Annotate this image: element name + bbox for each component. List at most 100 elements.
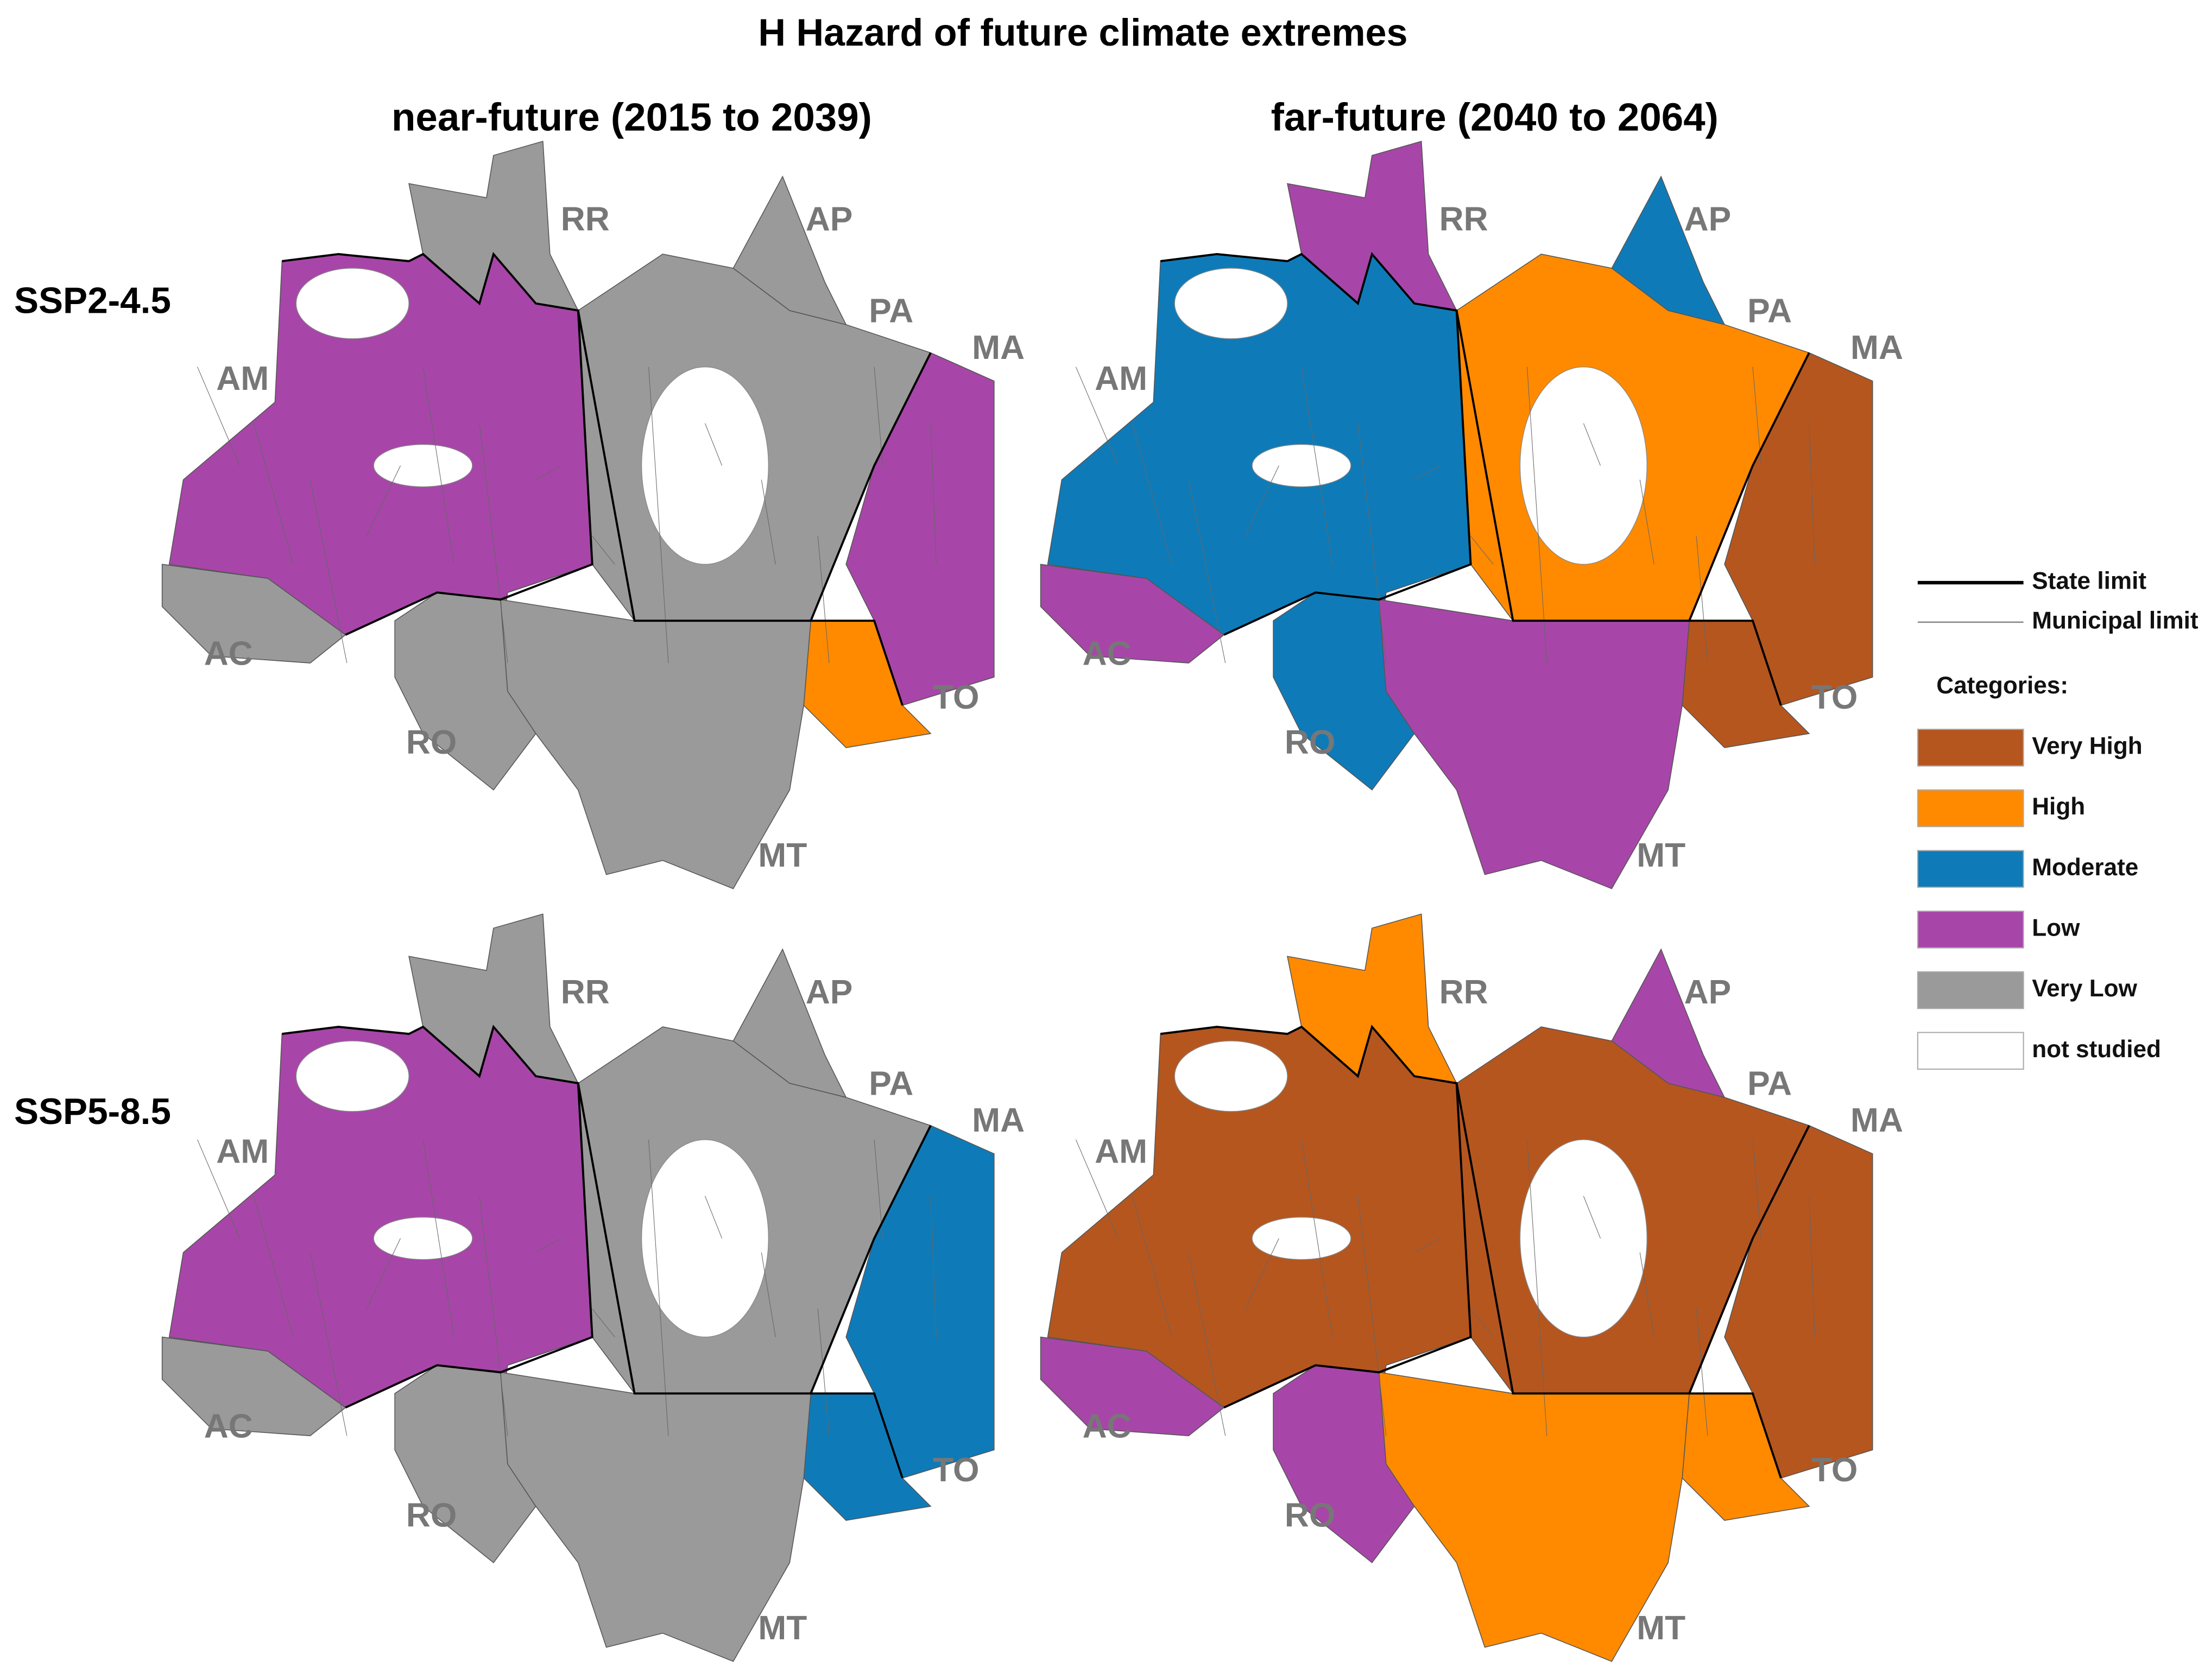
state-region — [1611, 948, 1726, 1098]
state-label: RR — [1439, 974, 1488, 1011]
municipal-limit — [1188, 1252, 1226, 1436]
state-label: MT — [1637, 837, 1685, 874]
not-studied-area — [1519, 367, 1647, 565]
row-title: SSP2-4.5 — [14, 281, 171, 321]
municipal-limit — [1301, 1139, 1333, 1337]
state-label: AP — [1684, 974, 1732, 1011]
municipal-limit — [1470, 536, 1494, 565]
state-label: RR — [561, 974, 610, 1011]
municipal-limit — [761, 479, 776, 565]
municipal-limit — [592, 1309, 615, 1337]
municipal-limit — [1809, 1196, 1815, 1337]
legend-label: Municipal limit — [2032, 607, 2199, 634]
municipal-limit — [309, 479, 348, 664]
state-limit — [282, 251, 593, 636]
legend-label: High — [2032, 793, 2085, 820]
legend-label: Very High — [2032, 733, 2143, 760]
municipal-limit — [1583, 423, 1601, 466]
state-label: TO — [1811, 679, 1858, 716]
municipal-limit — [253, 1196, 294, 1337]
municipal-limit — [1245, 1238, 1279, 1309]
state-region — [161, 1336, 346, 1437]
municipal-limit — [1132, 1196, 1172, 1337]
municipal-limit — [648, 367, 669, 664]
municipal-limit — [648, 1139, 669, 1436]
state-region — [1611, 175, 1726, 325]
municipal-limit — [1809, 423, 1815, 565]
state-label: AM — [1095, 1133, 1147, 1170]
municipal-limit — [1696, 1309, 1708, 1436]
state-label: RO — [406, 1496, 457, 1534]
state-label: AC — [1083, 1408, 1132, 1445]
state-label: TO — [933, 1451, 979, 1489]
municipal-limit — [366, 1238, 401, 1309]
state-label: MT — [758, 837, 807, 874]
map-panel: AM AC RR RO PA AP MA TO MT — [161, 141, 1025, 889]
state-label: AC — [204, 1408, 253, 1445]
legend-label: not studied — [2032, 1036, 2161, 1063]
state-limit — [1160, 1025, 1472, 1409]
municipal-limit — [592, 536, 615, 565]
municipal-limit — [535, 1238, 561, 1253]
municipal-limit — [1245, 465, 1279, 536]
municipal-limit — [479, 1196, 508, 1436]
state-limit — [811, 1392, 904, 1479]
municipal-limit — [1526, 1139, 1547, 1436]
state-label: RO — [406, 724, 457, 761]
municipal-limit — [761, 1252, 776, 1337]
municipal-limit — [817, 536, 830, 664]
municipal-limit — [1414, 465, 1440, 480]
not-studied-area — [641, 367, 769, 565]
state-label: RO — [1285, 724, 1335, 761]
state-label: MT — [1637, 1609, 1685, 1647]
municipal-limit — [309, 1252, 348, 1436]
legend-label: Moderate — [2032, 854, 2138, 881]
not-studied-area — [1519, 1139, 1647, 1338]
state-region — [161, 564, 346, 664]
state-label: AC — [1083, 635, 1132, 673]
state-label: AM — [216, 1133, 269, 1170]
municipal-limit — [1639, 479, 1654, 565]
municipal-limit — [1526, 367, 1547, 664]
municipal-limit — [1583, 1196, 1601, 1239]
not-studied-area — [1252, 1217, 1351, 1260]
municipal-limit — [422, 367, 454, 565]
column-title: near-future (2015 to 2039) — [391, 95, 872, 139]
column-title: far-future (2040 to 2064) — [1271, 95, 1719, 139]
not-studied-area — [295, 1040, 409, 1112]
state-label: AM — [216, 360, 269, 397]
state-limit — [282, 1025, 593, 1409]
state-limit — [811, 620, 904, 706]
municipal-limit — [1301, 367, 1333, 565]
not-studied-area — [1252, 444, 1351, 488]
municipal-limit — [704, 1196, 723, 1239]
state-label: RR — [561, 201, 610, 238]
municipal-limit — [1357, 1196, 1387, 1436]
state-label: PA — [869, 293, 913, 330]
state-limit — [1689, 620, 1782, 706]
legend-swatch — [1917, 729, 2024, 767]
state-label: TO — [1811, 1451, 1858, 1489]
state-label: AP — [1684, 201, 1732, 238]
legend-label: State limit — [2032, 568, 2146, 595]
municipal-limit — [1470, 1309, 1494, 1337]
legend-swatch — [1917, 789, 2024, 828]
figure-title: H Hazard of future climate extremes — [758, 11, 1407, 54]
state-label: PA — [1747, 293, 1792, 330]
municipal-limit — [1357, 423, 1387, 664]
map-panel: AM AC RR RO PA AP MA TO MT — [1040, 913, 1903, 1662]
not-studied-area — [1174, 268, 1288, 339]
municipal-limit — [197, 1139, 240, 1239]
legend-swatch — [1917, 971, 2024, 1009]
municipal-limit — [535, 465, 561, 480]
municipal-limit — [197, 367, 240, 466]
state-label: RR — [1439, 201, 1488, 238]
state-region — [732, 948, 847, 1098]
municipal-limit — [1639, 1252, 1654, 1337]
municipal-limit — [704, 423, 723, 466]
municipal-limit — [930, 1196, 937, 1337]
state-label: AP — [806, 201, 853, 238]
legend-label: Very Low — [2032, 975, 2137, 1002]
state-label: MA — [1850, 329, 1903, 367]
not-studied-area — [1174, 1040, 1288, 1112]
